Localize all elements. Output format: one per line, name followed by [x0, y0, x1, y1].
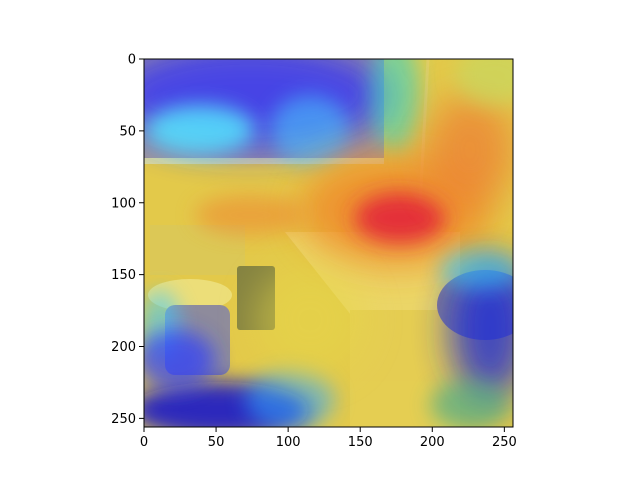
y-tick-label: 150 — [111, 268, 136, 283]
x-axis: 0 50 100 150 200 250 — [140, 427, 517, 450]
y-tick-label: 250 — [111, 412, 136, 427]
axes-frame — [143, 58, 514, 428]
y-tick-label: 0 — [128, 53, 136, 68]
y-tick-label: 200 — [111, 340, 136, 355]
y-axis: 0 50 100 150 200 250 — [111, 53, 144, 427]
x-tick-label: 150 — [348, 435, 373, 450]
heatmap-image — [144, 59, 513, 427]
x-tick-label: 100 — [276, 435, 301, 450]
x-tick-label: 50 — [208, 435, 225, 450]
x-tick-label: 0 — [140, 435, 148, 450]
heatmap-overlay — [144, 59, 513, 427]
y-tick-label: 100 — [111, 196, 136, 211]
y-tick-label: 50 — [119, 124, 136, 139]
window-sill — [144, 158, 384, 164]
x-tick-label: 250 — [492, 435, 517, 450]
x-tick-label: 200 — [420, 435, 445, 450]
